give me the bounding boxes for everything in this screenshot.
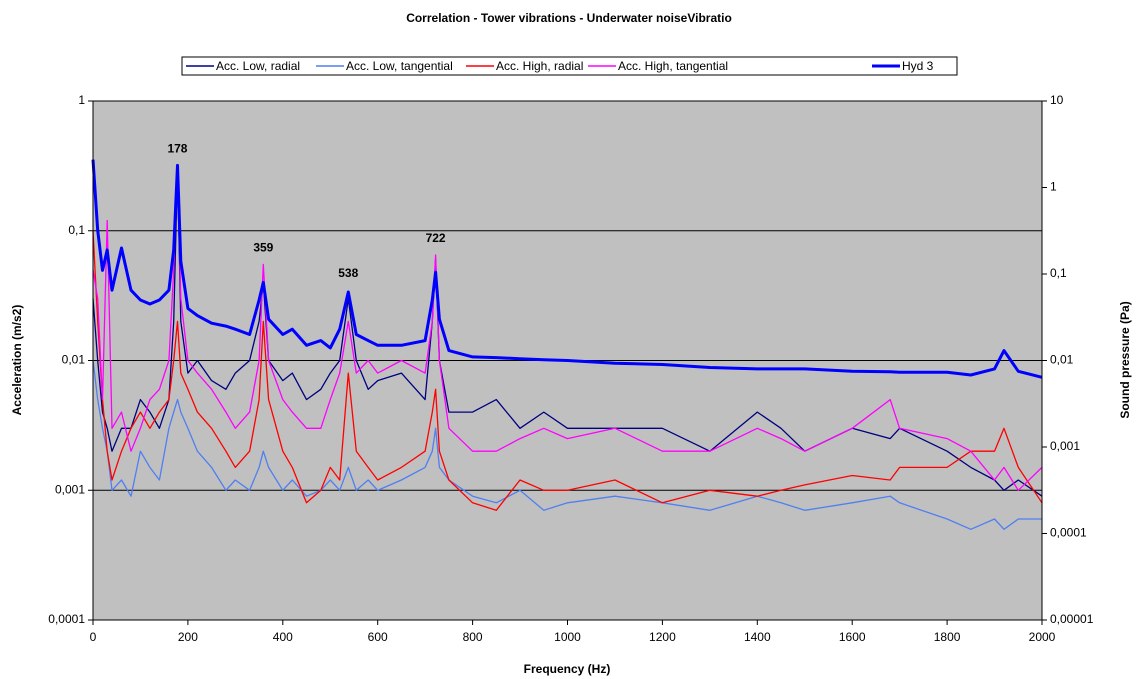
y-tick-label: 1 [78,93,85,107]
x-tick-label: 1600 [839,630,866,644]
plot-border [92,100,1043,621]
y2-tick-label: 1 [1050,180,1057,194]
x-tick-label: 800 [463,630,483,644]
x-tick-label: 2000 [1029,630,1056,644]
x-tick-label: 600 [368,630,388,644]
series-line [92,360,1042,530]
annotation: 359 [253,241,273,255]
x-tick-label: 1400 [744,630,771,644]
legend-box [181,56,958,76]
chart-title: Correlation - Tower vibrations - Underwa… [406,11,732,25]
y-axis-label: Acceleration (m/s2) [10,305,24,416]
legend-label: Acc. High, tangential [618,59,728,73]
series-line [92,164,1043,491]
x-tick-label: 1200 [649,630,676,644]
legend-label: Acc. Low, tangential [346,59,453,73]
x-tick-label: 0 [90,630,97,644]
y2-tick-label: 0,001 [1050,439,1080,453]
y2-tick-label: 0,01 [1050,353,1074,367]
legend-label: Acc. High, radial [496,59,583,73]
x-axis-label: Frequency (Hz) [524,662,611,676]
y-tick-label: 0,001 [55,482,85,496]
y-tick-label: 0,0001 [48,612,85,626]
y2-tick-label: 0,0001 [1050,526,1087,540]
y-tick-label: 0,1 [68,223,85,237]
annotation: 178 [167,141,187,155]
x-tick-label: 200 [178,630,198,644]
series-line [91,159,1043,379]
x-tick-label: 1800 [934,630,961,644]
y-tick-label: 0,01 [62,353,86,367]
annotation: 722 [426,231,446,245]
annotation: 538 [338,266,358,280]
legend-label: Hyd 3 [902,59,934,73]
y2-tick-label: 10 [1050,93,1064,107]
legend-label: Acc. Low, radial [216,59,300,73]
y2-tick-label: 0,00001 [1050,612,1094,626]
x-tick-label: 400 [273,630,293,644]
y2-axis-label: Sound pressure (Pa) [1118,301,1132,418]
series-line [92,230,1043,511]
x-tick-label: 1000 [554,630,581,644]
y2-tick-label: 0,1 [1050,266,1067,280]
